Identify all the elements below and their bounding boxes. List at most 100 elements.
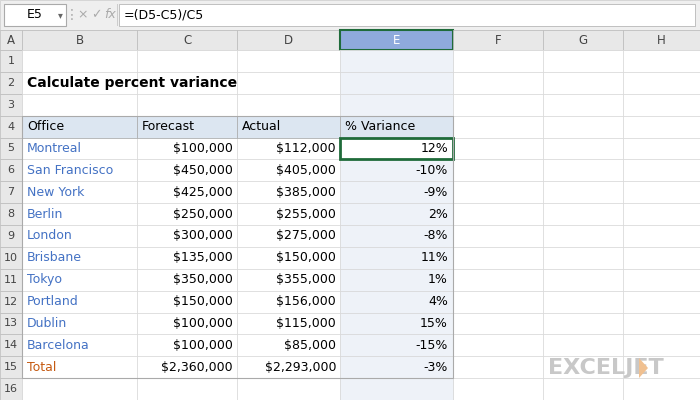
Bar [0, 30, 22, 50]
Text: Montreal: Montreal [27, 142, 82, 155]
Text: 13: 13 [4, 318, 18, 328]
Bar [237, 94, 340, 116]
Bar [0, 138, 22, 159]
Bar [22, 116, 137, 138]
Bar [22, 181, 137, 203]
Text: $355,000: $355,000 [276, 273, 336, 286]
Text: B: B [76, 34, 83, 46]
Bar [453, 334, 543, 356]
Text: Total: Total [27, 361, 57, 374]
Bar [137, 94, 237, 116]
Bar [340, 312, 453, 334]
Bar [0, 312, 22, 334]
Bar [0, 94, 22, 116]
Bar [340, 378, 453, 400]
Bar [453, 203, 543, 225]
Bar [453, 312, 543, 334]
Bar [0, 247, 22, 269]
Bar [340, 181, 453, 203]
Text: 5: 5 [8, 144, 15, 154]
Bar [0, 72, 22, 94]
Text: 12%: 12% [420, 142, 448, 155]
Bar [623, 94, 700, 116]
Bar [543, 72, 623, 94]
Bar [22, 203, 137, 225]
Bar [0, 116, 22, 138]
Bar [22, 30, 137, 50]
Bar [453, 378, 543, 400]
Text: Tokyo: Tokyo [27, 273, 62, 286]
Bar [237, 291, 340, 312]
Text: 10: 10 [4, 253, 18, 263]
Bar [137, 291, 237, 312]
Bar [623, 356, 700, 378]
Text: $250,000: $250,000 [173, 208, 233, 220]
Text: H: H [657, 34, 666, 46]
Bar [340, 378, 453, 400]
Bar [340, 138, 453, 159]
Bar [137, 138, 237, 159]
Bar [453, 356, 543, 378]
Bar [340, 203, 453, 225]
Bar [340, 203, 453, 225]
Bar [0, 291, 22, 312]
Bar [543, 159, 623, 181]
Text: ×: × [78, 8, 88, 22]
Bar [543, 94, 623, 116]
Bar [119, 4, 695, 26]
Bar [0, 269, 22, 291]
Bar [137, 159, 237, 181]
Bar [453, 159, 543, 181]
Bar [340, 138, 453, 159]
Text: ⋮: ⋮ [65, 8, 79, 22]
Bar [623, 378, 700, 400]
Bar [623, 203, 700, 225]
Bar [453, 291, 543, 312]
Bar [22, 116, 453, 378]
Text: $156,000: $156,000 [276, 295, 336, 308]
Bar [22, 312, 137, 334]
Bar [340, 72, 453, 94]
Text: G: G [578, 34, 587, 46]
Text: 1: 1 [8, 56, 15, 66]
Bar [22, 291, 137, 312]
Text: Berlin: Berlin [27, 208, 64, 220]
Bar [0, 203, 22, 225]
Bar [340, 247, 453, 269]
Bar [543, 30, 623, 50]
Bar [137, 225, 237, 247]
Bar [237, 378, 340, 400]
Bar [623, 291, 700, 312]
Text: Barcelona: Barcelona [27, 339, 90, 352]
Text: $450,000: $450,000 [173, 164, 233, 177]
Bar [0, 50, 22, 72]
Text: $425,000: $425,000 [174, 186, 233, 199]
Text: 4: 4 [8, 122, 15, 132]
Bar [22, 50, 137, 72]
Bar [137, 334, 237, 356]
Bar [22, 138, 137, 159]
Bar [340, 181, 453, 203]
Text: 8: 8 [8, 209, 15, 219]
Bar [543, 138, 623, 159]
Bar [340, 334, 453, 356]
Bar [340, 30, 453, 50]
Bar [623, 72, 700, 94]
Text: Portland: Portland [27, 295, 78, 308]
Bar [22, 378, 137, 400]
Bar [623, 138, 700, 159]
Text: $2,360,000: $2,360,000 [162, 361, 233, 374]
Bar [340, 312, 453, 334]
Text: 6: 6 [8, 165, 15, 175]
Text: 7: 7 [8, 187, 15, 197]
Bar [117, 4, 118, 26]
Text: 15%: 15% [420, 317, 448, 330]
Bar [137, 378, 237, 400]
Text: $112,000: $112,000 [276, 142, 336, 155]
Bar [137, 72, 237, 94]
Bar [137, 247, 237, 269]
Text: 14: 14 [4, 340, 18, 350]
Bar [137, 50, 237, 72]
Bar [543, 378, 623, 400]
Bar [4, 4, 66, 26]
